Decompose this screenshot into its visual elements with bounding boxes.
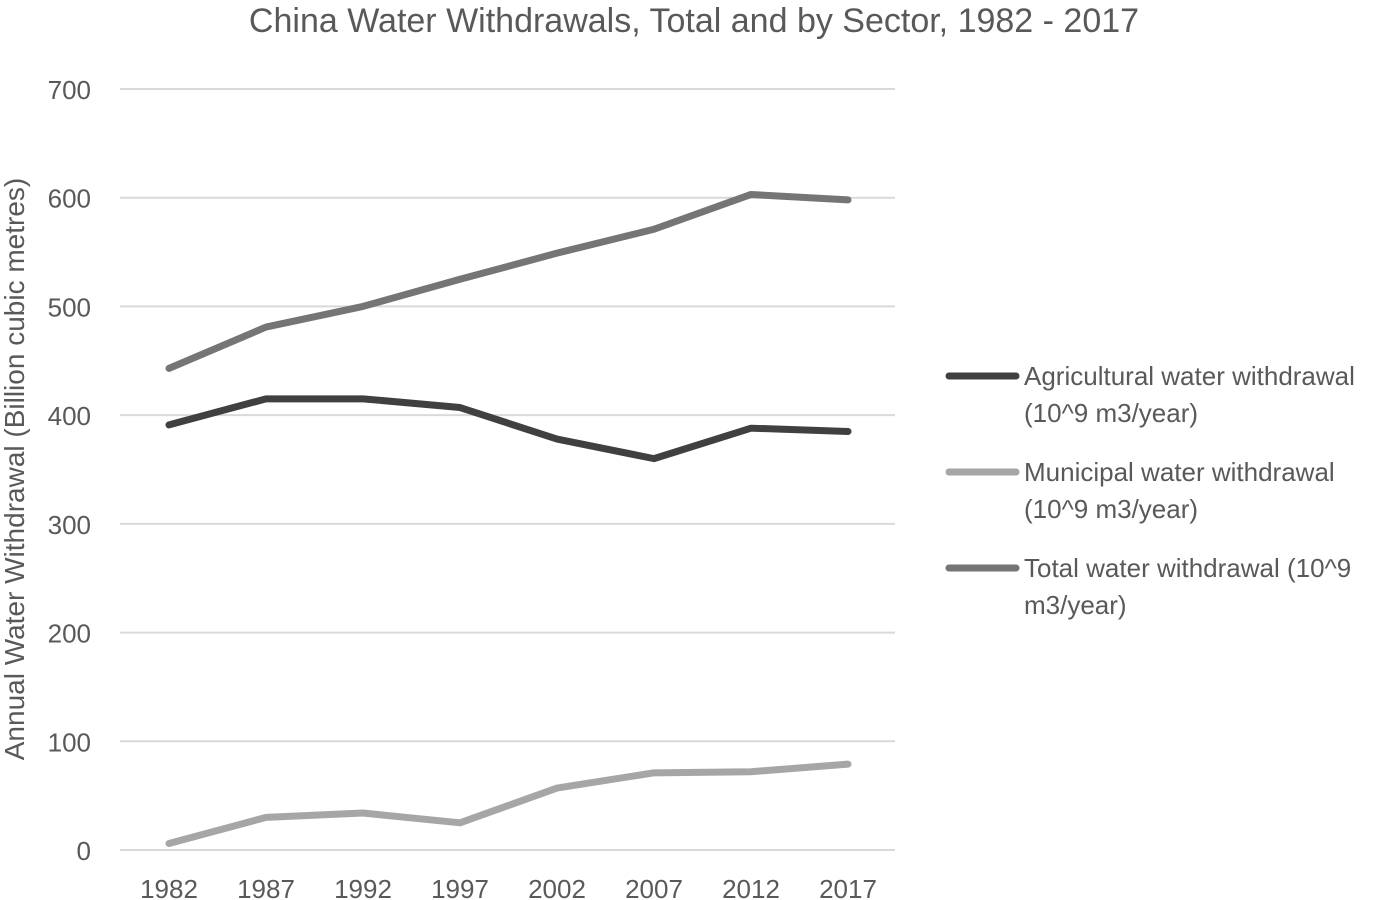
- y-tick-label: 300: [48, 510, 91, 540]
- x-tick-label: 1997: [431, 874, 489, 900]
- legend-label-2: m3/year): [1024, 590, 1127, 620]
- y-tick-label: 600: [48, 184, 91, 214]
- x-tick-label: 1987: [237, 874, 295, 900]
- x-tick-label: 1982: [140, 874, 198, 900]
- series-lines: [165, 190, 852, 847]
- x-tick-labels: 1982 1987 1992 1997 2002 2007 2012 2017: [140, 874, 877, 900]
- legend-label-0: Agricultural water withdrawal: [1024, 361, 1355, 391]
- y-tick-label: 700: [48, 75, 91, 105]
- legend-label-2: Total water withdrawal (10^9: [1024, 553, 1351, 583]
- y-tick-label: 200: [48, 619, 91, 649]
- series-line-0: [165, 395, 852, 463]
- y-tick-label: 0: [77, 836, 91, 866]
- series-line-1: [165, 760, 852, 847]
- y-tick-label: 400: [48, 401, 91, 431]
- legend: Agricultural water withdrawal (10^9 m3/ye…: [945, 361, 1355, 620]
- legend-label-1: Municipal water withdrawal: [1024, 457, 1335, 487]
- series-line-2: [165, 190, 852, 372]
- x-tick-label: 2007: [625, 874, 683, 900]
- chart-title: China Water Withdrawals, Total and by Se…: [249, 2, 1139, 40]
- y-tick-label: 500: [48, 292, 91, 322]
- legend-label-0: (10^9 m3/year): [1024, 398, 1198, 428]
- x-tick-label: 2002: [528, 874, 586, 900]
- legend-label-1: (10^9 m3/year): [1024, 494, 1198, 524]
- y-axis-label: Annual Water Withdrawal (Billion cubic m…: [0, 178, 30, 761]
- x-tick-label: 2017: [819, 874, 877, 900]
- x-tick-label: 1992: [334, 874, 392, 900]
- y-tick-labels: 0 100 200 300 400 500 600 700: [48, 75, 91, 866]
- gridlines: [120, 88, 895, 851]
- x-tick-label: 2012: [722, 874, 780, 900]
- y-tick-label: 100: [48, 727, 91, 757]
